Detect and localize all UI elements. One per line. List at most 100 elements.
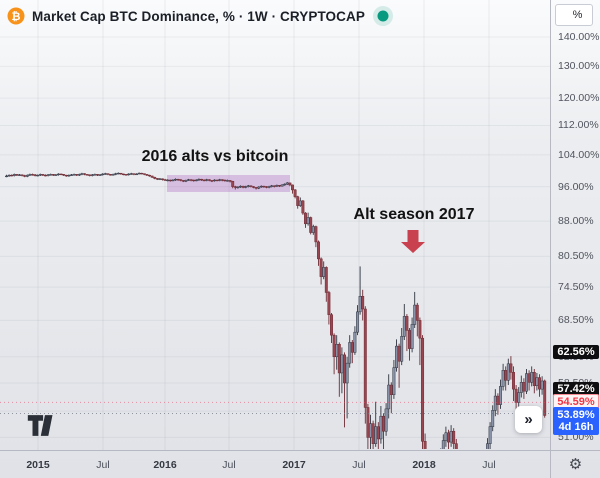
symbol-title: Market Cap BTC Dominance, % · 1W · CRYPT… — [32, 8, 365, 24]
candle-body — [296, 196, 300, 206]
candle-body — [23, 175, 27, 177]
candle-body — [395, 345, 398, 368]
candle-body — [384, 408, 388, 432]
candle-body — [379, 415, 383, 440]
candle-body — [283, 183, 287, 186]
candle-body — [148, 174, 151, 177]
candle-body — [363, 308, 367, 408]
candle-body — [350, 342, 354, 353]
price-unit-button[interactable]: % — [555, 4, 593, 26]
candle-body — [371, 423, 375, 444]
candle-body — [80, 173, 84, 175]
candle-body — [270, 185, 274, 187]
candle-body — [265, 186, 268, 188]
candle-body — [59, 173, 63, 176]
candle-body — [327, 292, 331, 315]
candle-body — [223, 179, 227, 182]
candle-body — [543, 380, 547, 416]
candle-body — [15, 174, 19, 176]
candle-body — [181, 180, 185, 182]
candle-body — [262, 185, 266, 188]
candle-body — [5, 175, 8, 178]
candle-body — [509, 363, 513, 373]
candle-body — [171, 179, 175, 182]
candle-body — [280, 184, 284, 187]
candle-body — [41, 174, 45, 176]
candle-body — [244, 186, 248, 188]
candle-body — [18, 174, 21, 176]
candle-body — [252, 186, 255, 188]
time-tick-label: 2018 — [412, 459, 436, 471]
candle-body — [85, 174, 89, 176]
candle-body — [218, 179, 222, 181]
candle-body — [93, 174, 97, 176]
price-axis[interactable]: % 140.00% 130.00% 120.00% 112.00% 104.00% 96.… — [550, 0, 600, 478]
candle-body — [129, 173, 133, 175]
candle-body — [423, 441, 427, 449]
candle-body — [504, 370, 508, 381]
candle-body — [90, 174, 94, 176]
candle-body — [88, 174, 92, 176]
price-tick-label: 96.00% — [558, 180, 594, 193]
candle-body — [213, 179, 216, 182]
candle-body — [137, 172, 141, 175]
candle-body — [233, 186, 237, 188]
market-status-dot-icon[interactable] — [372, 5, 394, 27]
time-tick-label: Jul — [222, 459, 236, 471]
time-tick-label: 2016 — [153, 459, 177, 471]
candle-body — [109, 174, 112, 176]
annotation-alt-season-2017[interactable]: Alt season 2017 — [353, 206, 475, 223]
candle-body — [72, 174, 76, 176]
candle-body — [200, 178, 203, 181]
candle-body — [499, 386, 502, 405]
price-tick-label: 130.00% — [558, 60, 600, 73]
candle-body — [348, 342, 352, 364]
candle-body — [353, 331, 357, 353]
annotation-2016-alts[interactable]: 2016 alts vs bitcoin — [141, 148, 289, 165]
candle-body — [114, 173, 118, 175]
symbol-legend[interactable]: ₿ Market Cap BTC Dominance, % · 1W · CRY… — [7, 5, 394, 27]
candle-body — [51, 174, 55, 176]
time-axis[interactable]: 2015 Jul 2016 Jul 2017 Jul 2018 Jul — [0, 450, 600, 478]
candle-body — [413, 304, 417, 325]
candle-body — [46, 174, 50, 176]
candle-body — [106, 173, 110, 175]
candle-body — [361, 296, 365, 310]
candle-body — [288, 182, 292, 186]
scroll-to-realtime-button[interactable]: » — [515, 406, 542, 433]
candle-body — [522, 382, 526, 392]
candle-body — [517, 392, 521, 403]
candle-body — [335, 344, 339, 358]
candle-body — [291, 184, 294, 191]
candle-body — [49, 174, 53, 176]
candle-body — [514, 388, 518, 403]
candle-body — [374, 426, 378, 444]
candle-body — [77, 174, 81, 176]
candle-body — [119, 172, 123, 175]
candle-body — [405, 316, 409, 331]
candle-body — [38, 174, 42, 176]
candle-body — [215, 179, 219, 182]
candle-body — [525, 373, 528, 392]
candles-group — [5, 172, 547, 449]
candle-body — [408, 330, 411, 349]
candle-body — [246, 185, 250, 187]
candle-body — [538, 377, 541, 390]
candle-body — [44, 174, 47, 177]
time-tick-label: Jul — [96, 459, 110, 471]
candle-body — [140, 172, 144, 175]
candle-body — [454, 443, 458, 449]
candle-body — [402, 316, 406, 337]
candle-body — [231, 181, 235, 187]
tradingview-logo[interactable] — [26, 414, 58, 443]
bitcoin-icon: ₿ — [7, 7, 25, 25]
candle-body — [309, 217, 313, 233]
candle-body — [493, 395, 497, 411]
candle-body — [418, 320, 422, 339]
candle-body — [155, 178, 159, 180]
candle-body — [166, 179, 170, 182]
time-tick-label: 2017 — [282, 459, 306, 471]
candle-body — [311, 226, 315, 233]
settings-gear-icon[interactable]: ⚙ — [568, 456, 583, 473]
